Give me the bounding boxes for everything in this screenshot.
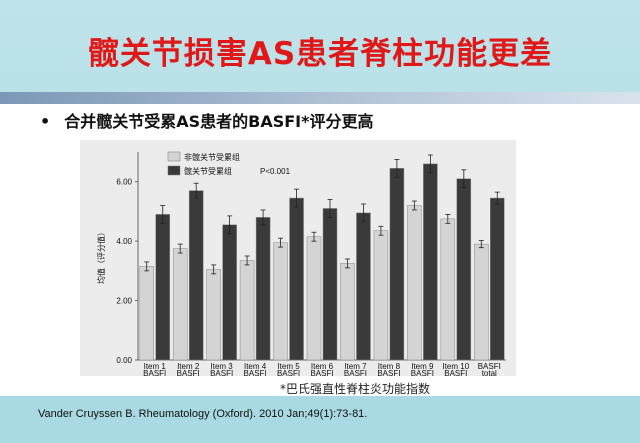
y-tick-label: 0.00 [116, 356, 132, 365]
title-divider-band [0, 92, 640, 104]
bar [322, 208, 338, 361]
bullet-text: 合并髋关节受累AS患者的BASFI*评分更高 [64, 112, 374, 131]
x-tick-label: Item 6 [311, 362, 334, 371]
legend-swatch [167, 165, 181, 176]
x-tick-label: BASFI [143, 369, 166, 376]
legend-label: 髋关节受累组 [184, 166, 232, 176]
bar [373, 230, 389, 361]
bar [340, 263, 355, 361]
bar [255, 217, 271, 361]
legend-swatch [167, 151, 181, 162]
bar [222, 224, 237, 361]
chart-caption: *巴氏强直性脊柱炎功能指数 [280, 382, 431, 396]
bar [440, 218, 456, 361]
bar [139, 266, 154, 361]
legend-label: 非髋关节受累组 [184, 152, 240, 162]
footer-bar [0, 396, 640, 443]
x-tick-label: Item 10 [442, 362, 469, 371]
bullet-dot-icon: • [40, 112, 51, 131]
bar [188, 190, 204, 361]
x-tick-label: total [482, 369, 497, 376]
bar [456, 178, 472, 361]
y-tick-label: 4.00 [116, 237, 132, 246]
y-tick-label: 2.00 [116, 297, 132, 306]
bar [407, 205, 422, 361]
x-tick-label: BASFI [478, 362, 501, 371]
slide-title: 髋关节损害AS患者脊柱功能更差 [87, 36, 553, 72]
bar [423, 163, 438, 361]
x-tick-label: BASFI [344, 369, 367, 376]
bar [273, 242, 288, 361]
x-tick-label: BASFI [277, 369, 300, 376]
bar [289, 197, 304, 361]
x-tick-label: Item 2 [177, 362, 200, 371]
bar [490, 197, 505, 361]
bar [306, 236, 322, 361]
bar [356, 212, 371, 361]
x-tick-label: BASFI [177, 369, 200, 376]
x-tick-label: BASFI [310, 369, 333, 376]
y-axis-label: 均值（评分值） [96, 228, 106, 284]
x-tick-label: Item 4 [244, 362, 267, 371]
x-tick-label: Item 7 [344, 362, 367, 371]
x-tick-label: Item 8 [378, 362, 401, 371]
bar [155, 214, 170, 361]
x-tick-label: BASFI [377, 369, 400, 376]
x-tick-label: Item 1 [144, 362, 167, 371]
y-tick-label: 6.00 [116, 178, 132, 187]
x-tick-label: Item 5 [277, 362, 300, 371]
bar [172, 248, 188, 361]
bullet-point: • 合并髋关节受累AS患者的BASFI*评分更高 [40, 108, 374, 134]
bar [389, 168, 405, 361]
citation: Vander Cruyssen B. Rheumatology (Oxford)… [38, 408, 368, 420]
bar [239, 260, 255, 361]
x-tick-label: BASFI [244, 369, 267, 376]
x-tick-label: Item 9 [411, 362, 434, 371]
bar [206, 269, 221, 361]
x-tick-label: BASFI [444, 369, 467, 376]
bar [474, 243, 489, 361]
x-tick-label: BASFI [210, 369, 233, 376]
x-tick-label: Item 3 [211, 362, 234, 371]
p-value-annotation: P<0.001 [260, 167, 291, 176]
x-tick-label: BASFI [411, 369, 434, 376]
